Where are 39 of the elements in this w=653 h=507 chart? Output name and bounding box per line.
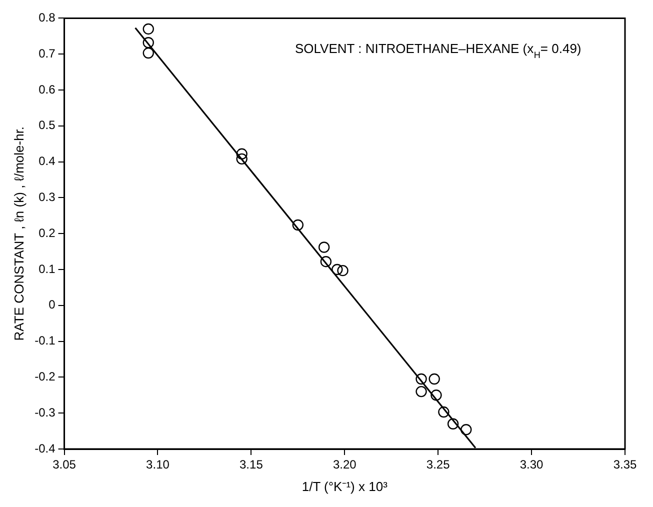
y-tick-label: 0.8 (38, 10, 56, 25)
y-axis-title: RATE CONSTANT , ℓn (k) , ℓ/mole-hr. (11, 126, 26, 341)
point (416, 373, 427, 385)
point (142, 47, 154, 59)
point (236, 153, 248, 165)
point (416, 386, 427, 398)
x-axis-title: 1/T (°K⁻¹) x 10³ (302, 478, 388, 494)
y-tick-label: -0.4 (34, 441, 56, 456)
point (292, 219, 304, 231)
y-tick-label: 0.2 (38, 226, 56, 240)
y-tick-label: 0.1 (38, 262, 56, 276)
point (332, 264, 343, 276)
y-tick-label: 0.6 (38, 82, 56, 96)
y-tick-label: 0.3 (38, 190, 56, 204)
point (428, 373, 440, 385)
point (438, 406, 450, 418)
x-tick-label: 3.20 (332, 458, 357, 472)
point (318, 242, 330, 253)
y-tick-label: 0.7 (38, 46, 56, 60)
y-tick-label: 0.4 (38, 154, 56, 168)
x-tick-label: 3.25 (426, 458, 450, 472)
x-tick-label: 3.30 (520, 458, 544, 472)
point (460, 424, 472, 436)
point (337, 264, 348, 276)
x-tick-label: 3.05 (52, 458, 76, 472)
point (447, 418, 459, 430)
x-tick-label: 3.10 (146, 458, 170, 472)
point (320, 256, 332, 268)
x-tick-label: 3.35 (613, 458, 637, 472)
y-tick-label: 0 (48, 298, 56, 312)
y-tick-label: 0.5 (38, 118, 56, 132)
y-tick-label: -0.1 (34, 334, 56, 348)
point (142, 23, 154, 35)
x-tick-label: 3.15 (240, 458, 264, 472)
point (236, 148, 248, 160)
y-tick-label: -0.3 (34, 405, 56, 420)
point (430, 390, 442, 401)
y-tick-label: -0.2 (34, 370, 56, 384)
point (142, 37, 154, 48)
